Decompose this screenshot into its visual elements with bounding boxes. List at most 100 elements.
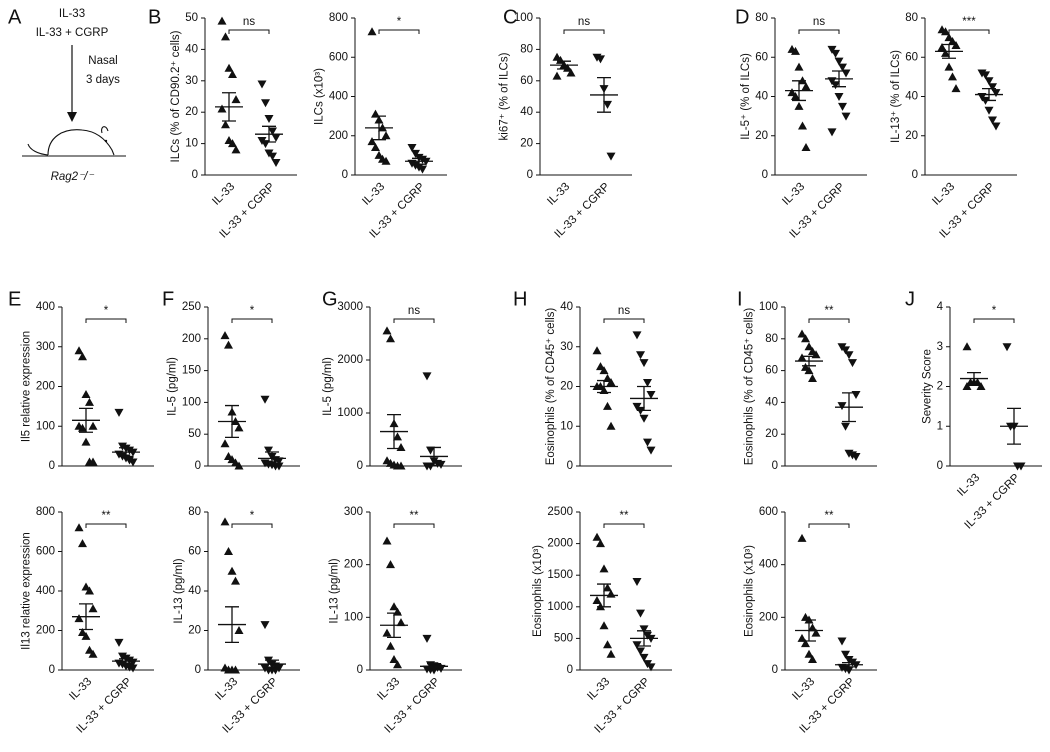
x-tick-label: IL-33 — [210, 181, 237, 208]
treatment: IL-33 + CGRP — [36, 27, 109, 39]
x-tick-label: IL-33 — [955, 472, 982, 499]
data-point — [811, 628, 821, 637]
chart: 0 200 400 600 800 Il13 relative expression ** I… — [21, 506, 154, 736]
error-bar — [1007, 407, 1021, 445]
significance: ns — [578, 16, 590, 28]
data-point — [962, 382, 972, 390]
data-point — [851, 390, 861, 399]
y-tick-label: 1000 — [337, 407, 363, 419]
chart: E 0 100 200 300 400 Il5 relative expression * — [8, 288, 154, 472]
data-point — [596, 539, 605, 548]
significance: ** — [825, 305, 834, 317]
data-point — [85, 586, 94, 595]
data-point — [639, 653, 649, 662]
data-point — [74, 523, 84, 532]
data-point — [78, 423, 87, 432]
error-bar — [802, 619, 816, 642]
y-tick-label: 200 — [36, 625, 55, 637]
y-tick-label: 60 — [520, 75, 533, 87]
y-tick-label: 80 — [765, 333, 778, 345]
data-point — [606, 421, 616, 430]
y-tick-label: 600 — [329, 51, 348, 63]
data-point — [606, 649, 616, 658]
data-point — [827, 128, 837, 137]
y-tick-label: 600 — [36, 546, 55, 558]
panel-label: H — [513, 288, 527, 310]
error-bar — [225, 606, 239, 643]
data-point — [643, 379, 652, 388]
data-point — [386, 641, 395, 650]
y-tick-label: 40 — [755, 91, 768, 103]
data-point — [646, 663, 656, 672]
data-point — [382, 628, 392, 637]
y-axis-label: ILCs (% of CD90.2⁺ cells) — [170, 30, 182, 162]
error-bar — [967, 371, 981, 386]
error-bar — [119, 658, 133, 665]
data-point — [426, 462, 435, 471]
data-point — [88, 649, 98, 658]
data-point — [791, 46, 800, 55]
data-point — [851, 452, 861, 461]
route: Nasal — [88, 55, 117, 67]
y-tick-label: 0 — [567, 664, 573, 676]
significance: ns — [408, 305, 420, 317]
mouse — [47, 126, 115, 156]
data-point — [234, 461, 244, 470]
y-tick-label: 20 — [185, 106, 198, 118]
data-point — [797, 533, 807, 542]
y-tick-label: 50 — [188, 428, 201, 440]
data-point — [1016, 462, 1026, 471]
y-tick-label: 500 — [554, 632, 573, 644]
error-bar — [225, 404, 239, 439]
y-tick-label: 250 — [182, 301, 201, 313]
data-point — [801, 82, 811, 91]
data-point — [848, 359, 857, 368]
panel-label: A — [8, 6, 22, 28]
data-point — [393, 432, 402, 441]
data-point — [596, 362, 605, 371]
y-tick-label: 800 — [329, 12, 348, 24]
y-axis-label: Eosinophils (% of CD45⁺ cells) — [545, 308, 557, 466]
data-point — [88, 604, 98, 613]
data-point — [396, 618, 406, 627]
y-tick-label: 40 — [185, 43, 198, 55]
data-point — [407, 144, 417, 153]
panel-label: E — [8, 288, 21, 310]
error-bar — [842, 392, 856, 423]
data-point — [639, 359, 649, 368]
data-point — [78, 539, 87, 548]
y-tick-label: 100 — [182, 396, 201, 408]
data-point — [389, 602, 399, 611]
data-point — [837, 402, 847, 411]
data-point — [794, 101, 804, 110]
significance: ** — [825, 510, 834, 522]
data-point — [801, 334, 810, 343]
y-tick-label: 20 — [560, 381, 573, 393]
data-point — [268, 152, 277, 161]
data-point — [841, 346, 850, 355]
data-point — [224, 340, 233, 349]
panel-label: F — [162, 288, 174, 310]
data-point — [646, 390, 656, 399]
y-tick-label: 40 — [765, 396, 778, 408]
data-point — [85, 397, 94, 406]
significance-bracket — [603, 523, 645, 528]
data-point — [937, 42, 947, 51]
data-point — [838, 63, 847, 72]
y-tick-label: 200 — [329, 130, 348, 142]
data-point — [563, 63, 572, 72]
y-tick-label: 800 — [36, 506, 55, 518]
data-point — [603, 640, 612, 649]
x-tick-label: IL-33 — [545, 181, 572, 208]
data-point — [636, 351, 645, 360]
error-bar — [412, 157, 426, 165]
y-tick-label: 30 — [560, 341, 573, 353]
data-point — [639, 414, 649, 423]
mouse-tail — [27, 143, 49, 156]
data-point — [592, 595, 602, 604]
significance: * — [250, 305, 255, 317]
data-point — [128, 664, 138, 673]
y-tick-label: 1000 — [547, 601, 573, 613]
